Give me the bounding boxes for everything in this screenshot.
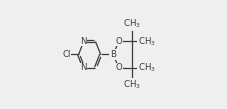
- Text: N: N: [80, 63, 86, 72]
- Text: CH$_3$: CH$_3$: [123, 79, 140, 91]
- Text: N: N: [80, 37, 86, 46]
- Text: O: O: [115, 63, 122, 72]
- Text: CH$_3$: CH$_3$: [137, 61, 155, 74]
- Text: Cl: Cl: [62, 50, 70, 59]
- Text: CH$_3$: CH$_3$: [137, 35, 155, 48]
- Text: CH$_3$: CH$_3$: [123, 18, 140, 30]
- Text: O: O: [115, 37, 122, 46]
- Text: B: B: [109, 50, 115, 59]
